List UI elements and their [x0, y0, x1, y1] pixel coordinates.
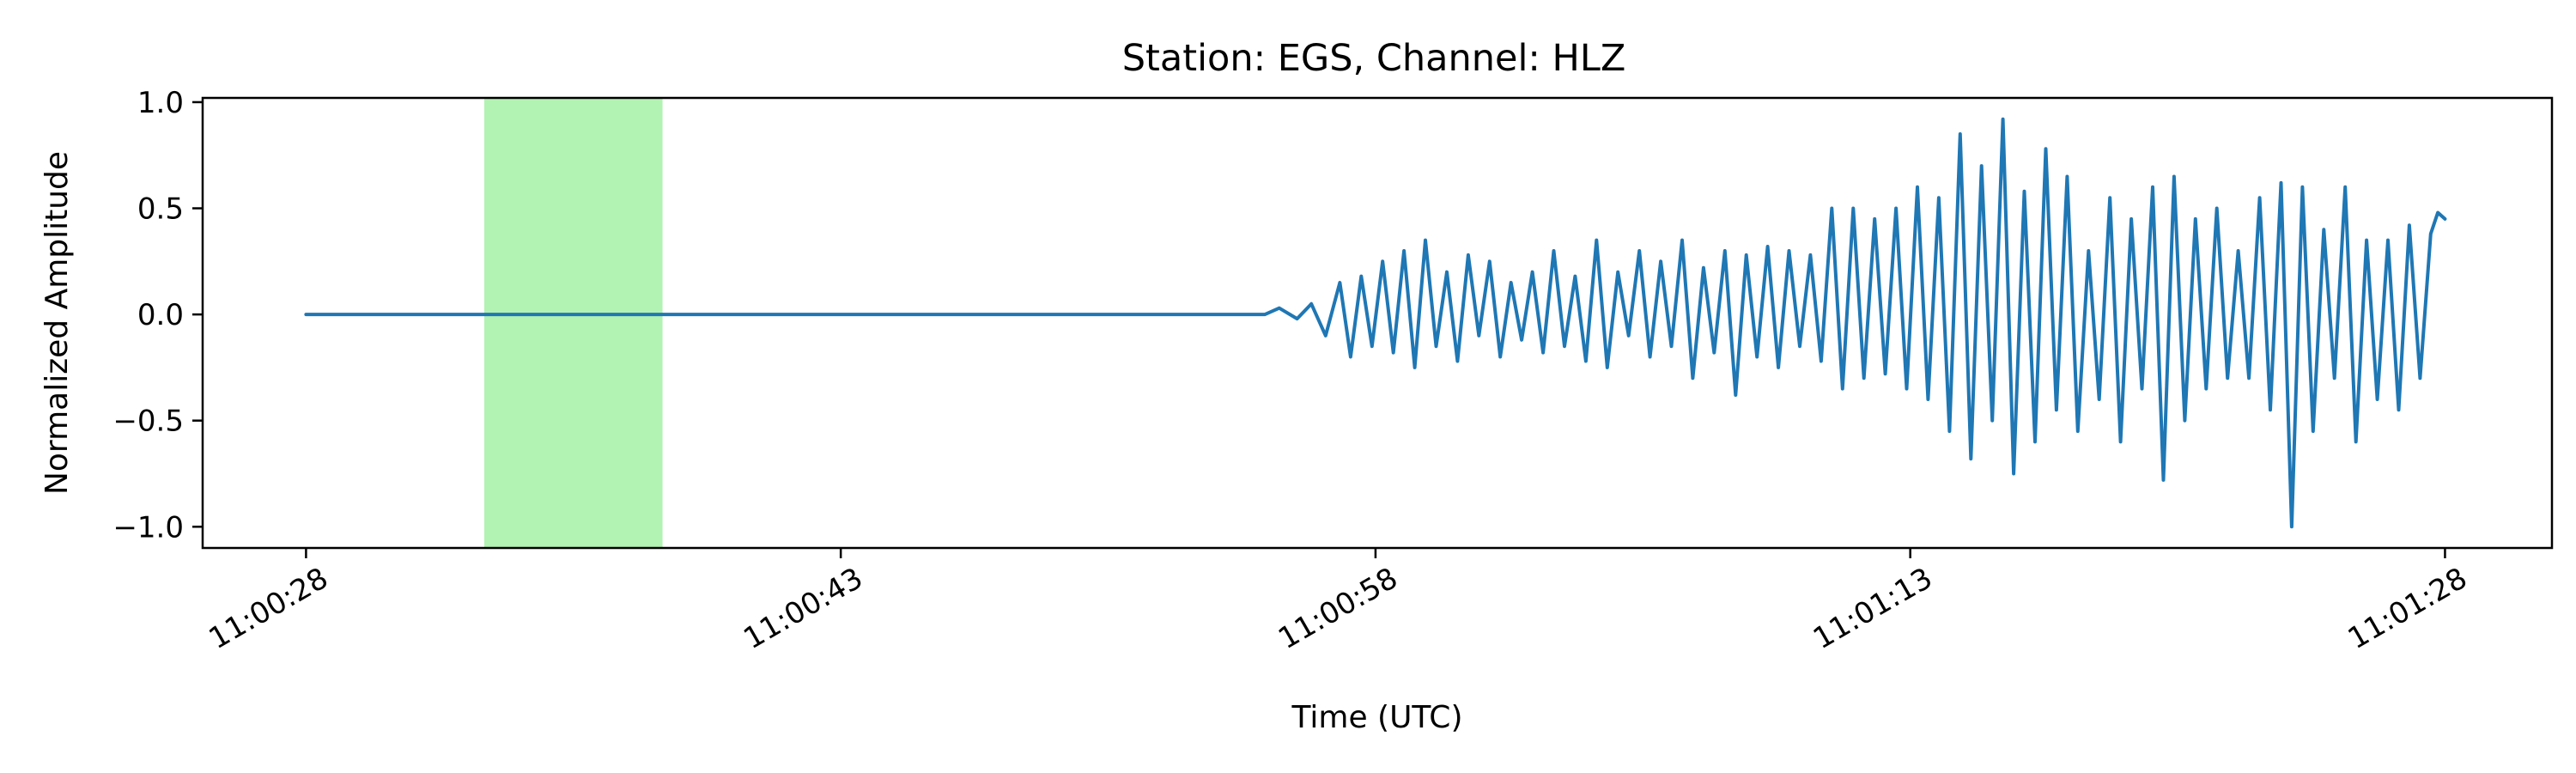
- series-line-0: [304, 117, 2447, 529]
- y-tick-label: 1.0: [137, 86, 184, 120]
- x-tick-label: 11:01:13: [1807, 561, 1938, 656]
- x-tick-label: 11:00:28: [204, 561, 334, 656]
- x-tick-label: 11:01:28: [2342, 561, 2473, 656]
- x-axis-title: Time (UTC): [1291, 700, 1462, 735]
- chart-title: Station: EGS, Channel: HLZ: [1122, 37, 1626, 80]
- y-tick-label: 0.5: [137, 192, 184, 227]
- y-tick-label: −0.5: [112, 405, 184, 439]
- plot-area: [304, 98, 2447, 548]
- highlight-band: [483, 98, 663, 548]
- y-axis-title: Normalized Amplitude: [39, 151, 75, 495]
- x-tick-label: 11:00:58: [1273, 561, 1403, 656]
- axes-frame: [201, 96, 2554, 550]
- y-tick-label: 0.0: [137, 298, 184, 332]
- y-tick-label: −1.0: [112, 510, 184, 545]
- x-tick-label: 11:00:43: [738, 561, 868, 656]
